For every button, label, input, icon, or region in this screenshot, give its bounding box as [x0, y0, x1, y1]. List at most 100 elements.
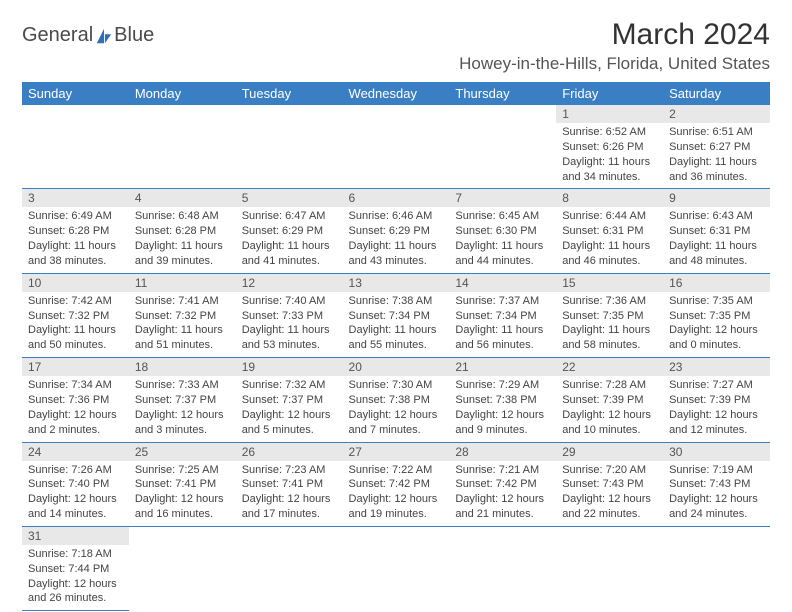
day-number: 22 — [556, 358, 663, 376]
day-number: 27 — [343, 443, 450, 461]
location: Howey-in-the-Hills, Florida, United Stat… — [459, 54, 770, 74]
calendar-cell: 23Sunrise: 7:27 AMSunset: 7:39 PMDayligh… — [663, 358, 770, 442]
day-details: Sunrise: 6:45 AMSunset: 6:30 PMDaylight:… — [449, 207, 556, 272]
calendar-cell — [663, 526, 770, 610]
weekday-header: Monday — [129, 82, 236, 105]
day-details: Sunrise: 7:28 AMSunset: 7:39 PMDaylight:… — [556, 376, 663, 441]
calendar-table: SundayMondayTuesdayWednesdayThursdayFrid… — [22, 82, 770, 611]
day-number: 7 — [449, 189, 556, 207]
day-number: 11 — [129, 274, 236, 292]
day-details: Sunrise: 7:36 AMSunset: 7:35 PMDaylight:… — [556, 292, 663, 357]
day-number: 17 — [22, 358, 129, 376]
day-number: 28 — [449, 443, 556, 461]
calendar-cell: 28Sunrise: 7:21 AMSunset: 7:42 PMDayligh… — [449, 442, 556, 526]
calendar-cell: 16Sunrise: 7:35 AMSunset: 7:35 PMDayligh… — [663, 273, 770, 357]
day-details: Sunrise: 6:44 AMSunset: 6:31 PMDaylight:… — [556, 207, 663, 272]
calendar-body: 1Sunrise: 6:52 AMSunset: 6:26 PMDaylight… — [22, 105, 770, 611]
calendar-cell: 20Sunrise: 7:30 AMSunset: 7:38 PMDayligh… — [343, 358, 450, 442]
month-title: March 2024 — [459, 18, 770, 52]
day-number: 8 — [556, 189, 663, 207]
calendar-row: 1Sunrise: 6:52 AMSunset: 6:26 PMDaylight… — [22, 105, 770, 189]
calendar-cell: 29Sunrise: 7:20 AMSunset: 7:43 PMDayligh… — [556, 442, 663, 526]
calendar-cell — [236, 105, 343, 189]
day-details: Sunrise: 7:20 AMSunset: 7:43 PMDaylight:… — [556, 461, 663, 526]
day-details: Sunrise: 7:23 AMSunset: 7:41 PMDaylight:… — [236, 461, 343, 526]
day-details: Sunrise: 7:32 AMSunset: 7:37 PMDaylight:… — [236, 376, 343, 441]
calendar-cell: 11Sunrise: 7:41 AMSunset: 7:32 PMDayligh… — [129, 273, 236, 357]
day-number: 30 — [663, 443, 770, 461]
day-details: Sunrise: 7:18 AMSunset: 7:44 PMDaylight:… — [22, 545, 129, 610]
calendar-cell — [129, 526, 236, 610]
calendar-cell — [343, 526, 450, 610]
weekday-header: Saturday — [663, 82, 770, 105]
calendar-cell: 1Sunrise: 6:52 AMSunset: 6:26 PMDaylight… — [556, 105, 663, 189]
day-number: 18 — [129, 358, 236, 376]
day-details: Sunrise: 6:47 AMSunset: 6:29 PMDaylight:… — [236, 207, 343, 272]
logo-text-blue: Blue — [114, 24, 154, 47]
weekday-header: Thursday — [449, 82, 556, 105]
calendar-cell: 10Sunrise: 7:42 AMSunset: 7:32 PMDayligh… — [22, 273, 129, 357]
calendar-cell — [343, 105, 450, 189]
calendar-cell: 3Sunrise: 6:49 AMSunset: 6:28 PMDaylight… — [22, 189, 129, 273]
day-number: 2 — [663, 105, 770, 123]
day-number: 20 — [343, 358, 450, 376]
day-details: Sunrise: 6:46 AMSunset: 6:29 PMDaylight:… — [343, 207, 450, 272]
day-number: 9 — [663, 189, 770, 207]
day-number: 5 — [236, 189, 343, 207]
calendar-cell — [449, 105, 556, 189]
calendar-cell: 18Sunrise: 7:33 AMSunset: 7:37 PMDayligh… — [129, 358, 236, 442]
calendar-cell: 26Sunrise: 7:23 AMSunset: 7:41 PMDayligh… — [236, 442, 343, 526]
calendar-cell: 14Sunrise: 7:37 AMSunset: 7:34 PMDayligh… — [449, 273, 556, 357]
day-details: Sunrise: 7:30 AMSunset: 7:38 PMDaylight:… — [343, 376, 450, 441]
day-number: 29 — [556, 443, 663, 461]
calendar-cell: 15Sunrise: 7:36 AMSunset: 7:35 PMDayligh… — [556, 273, 663, 357]
calendar-row: 10Sunrise: 7:42 AMSunset: 7:32 PMDayligh… — [22, 273, 770, 357]
day-details: Sunrise: 7:22 AMSunset: 7:42 PMDaylight:… — [343, 461, 450, 526]
sail-icon — [95, 27, 113, 45]
day-details: Sunrise: 7:38 AMSunset: 7:34 PMDaylight:… — [343, 292, 450, 357]
day-details: Sunrise: 7:27 AMSunset: 7:39 PMDaylight:… — [663, 376, 770, 441]
day-number: 3 — [22, 189, 129, 207]
day-details: Sunrise: 7:19 AMSunset: 7:43 PMDaylight:… — [663, 461, 770, 526]
calendar-cell: 21Sunrise: 7:29 AMSunset: 7:38 PMDayligh… — [449, 358, 556, 442]
day-number: 26 — [236, 443, 343, 461]
calendar-cell: 8Sunrise: 6:44 AMSunset: 6:31 PMDaylight… — [556, 189, 663, 273]
day-details: Sunrise: 6:51 AMSunset: 6:27 PMDaylight:… — [663, 123, 770, 188]
calendar-cell: 25Sunrise: 7:25 AMSunset: 7:41 PMDayligh… — [129, 442, 236, 526]
day-number: 21 — [449, 358, 556, 376]
day-number: 14 — [449, 274, 556, 292]
day-details: Sunrise: 7:37 AMSunset: 7:34 PMDaylight:… — [449, 292, 556, 357]
day-number: 15 — [556, 274, 663, 292]
day-details: Sunrise: 7:41 AMSunset: 7:32 PMDaylight:… — [129, 292, 236, 357]
day-details: Sunrise: 7:25 AMSunset: 7:41 PMDaylight:… — [129, 461, 236, 526]
page-header: General Blue March 2024 Howey-in-the-Hil… — [22, 18, 770, 74]
weekday-header: Wednesday — [343, 82, 450, 105]
calendar-cell: 24Sunrise: 7:26 AMSunset: 7:40 PMDayligh… — [22, 442, 129, 526]
calendar-cell: 12Sunrise: 7:40 AMSunset: 7:33 PMDayligh… — [236, 273, 343, 357]
day-details: Sunrise: 6:48 AMSunset: 6:28 PMDaylight:… — [129, 207, 236, 272]
calendar-cell — [129, 105, 236, 189]
calendar-cell: 5Sunrise: 6:47 AMSunset: 6:29 PMDaylight… — [236, 189, 343, 273]
day-number: 1 — [556, 105, 663, 123]
day-details: Sunrise: 7:26 AMSunset: 7:40 PMDaylight:… — [22, 461, 129, 526]
calendar-cell: 31Sunrise: 7:18 AMSunset: 7:44 PMDayligh… — [22, 526, 129, 610]
day-details: Sunrise: 7:34 AMSunset: 7:36 PMDaylight:… — [22, 376, 129, 441]
calendar-cell — [22, 105, 129, 189]
calendar-cell: 27Sunrise: 7:22 AMSunset: 7:42 PMDayligh… — [343, 442, 450, 526]
day-number: 19 — [236, 358, 343, 376]
day-details: Sunrise: 7:35 AMSunset: 7:35 PMDaylight:… — [663, 292, 770, 357]
day-number: 13 — [343, 274, 450, 292]
calendar-cell: 19Sunrise: 7:32 AMSunset: 7:37 PMDayligh… — [236, 358, 343, 442]
calendar-cell: 17Sunrise: 7:34 AMSunset: 7:36 PMDayligh… — [22, 358, 129, 442]
weekday-header: Friday — [556, 82, 663, 105]
day-number: 16 — [663, 274, 770, 292]
day-number: 6 — [343, 189, 450, 207]
calendar-cell: 22Sunrise: 7:28 AMSunset: 7:39 PMDayligh… — [556, 358, 663, 442]
calendar-cell: 30Sunrise: 7:19 AMSunset: 7:43 PMDayligh… — [663, 442, 770, 526]
calendar-row: 24Sunrise: 7:26 AMSunset: 7:40 PMDayligh… — [22, 442, 770, 526]
calendar-cell — [449, 526, 556, 610]
weekday-header: Sunday — [22, 82, 129, 105]
logo: General Blue — [22, 18, 154, 47]
weekday-header: Tuesday — [236, 82, 343, 105]
calendar-row: 31Sunrise: 7:18 AMSunset: 7:44 PMDayligh… — [22, 526, 770, 610]
